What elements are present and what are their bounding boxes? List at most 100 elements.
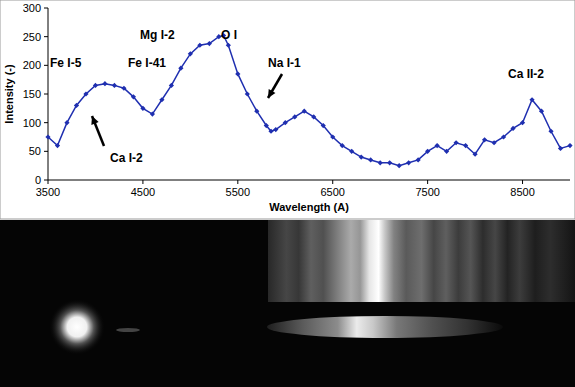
data-point [340, 143, 345, 148]
annotation: Fe I-41 [128, 56, 166, 70]
figure: 0 50 100 150 200 250 300 3500 4500 5500 6500 7500 85… [0, 0, 575, 387]
data-point [368, 157, 373, 162]
data-point [548, 129, 553, 134]
y-tick-label: 150 [23, 88, 41, 100]
annotation: Ca II-2 [508, 67, 544, 81]
x-axis [48, 180, 570, 181]
data-point [406, 160, 411, 165]
data-point [131, 94, 136, 99]
data-point [435, 143, 440, 148]
data-point [55, 143, 60, 148]
data-point [264, 123, 269, 128]
spectrum-streak [267, 316, 503, 338]
x-tick [522, 180, 523, 184]
data-point [159, 97, 164, 102]
y-tick-label: 100 [23, 117, 41, 129]
data-point [150, 111, 155, 116]
data-point [501, 134, 506, 139]
data-point [83, 91, 88, 96]
y-tick [44, 180, 48, 181]
y-tick-label: 250 [23, 31, 41, 43]
bright-spot [49, 299, 105, 355]
data-point [397, 163, 402, 168]
data-point [349, 149, 354, 154]
y-axis-title: Intensity (-) [3, 64, 15, 124]
y-tick [44, 151, 48, 152]
annotation: O I [221, 28, 237, 42]
y-tick [44, 65, 48, 66]
data-point [273, 127, 278, 132]
data-point [520, 120, 525, 125]
x-tick-label: 4500 [131, 186, 155, 198]
annotation: Ca I-2 [110, 151, 143, 165]
data-point [254, 109, 259, 114]
x-tick [332, 180, 333, 184]
annotation-arrowhead [91, 116, 98, 125]
data-point [425, 149, 430, 154]
chart-background [0, 0, 575, 219]
data-point [472, 152, 477, 157]
data-point [45, 134, 50, 139]
data-point [491, 140, 496, 145]
data-point [302, 109, 307, 114]
y-tick-label: 200 [23, 59, 41, 71]
spectrum-line [48, 36, 570, 166]
y-tick-label: 300 [23, 2, 41, 14]
y-tick-label: 50 [29, 145, 41, 157]
data-point [102, 81, 107, 86]
x-tick-label: 8500 [510, 186, 534, 198]
data-point [197, 43, 202, 48]
x-tick-label: 3500 [36, 186, 60, 198]
data-point [188, 51, 193, 56]
annotation: Na I-1 [268, 56, 301, 70]
data-point [121, 86, 126, 91]
data-point [207, 41, 212, 46]
x-tick [48, 180, 49, 184]
data-point [74, 103, 79, 108]
data-point [359, 154, 364, 159]
data-point [112, 83, 117, 88]
x-tick-label: 7500 [415, 186, 439, 198]
spectrum-strip [268, 220, 575, 302]
data-point [378, 160, 383, 165]
plot-data [45, 33, 572, 168]
x-tick-label: 6500 [320, 186, 344, 198]
data-point [444, 149, 449, 154]
data-point [140, 106, 145, 111]
faint-trail [116, 328, 140, 332]
data-point [558, 146, 563, 151]
data-point [463, 143, 468, 148]
data-point [64, 120, 69, 125]
data-point [226, 43, 231, 48]
data-point [93, 83, 98, 88]
data-point [178, 66, 183, 71]
y-tick-label: 0 [35, 174, 41, 186]
photo-background [0, 220, 575, 387]
annotation-arrowhead [268, 89, 275, 98]
x-tick-label: 5500 [226, 186, 250, 198]
data-point [330, 134, 335, 139]
data-point [292, 114, 297, 119]
annotation-arrow [92, 116, 104, 146]
data-point [245, 91, 250, 96]
data-point [235, 71, 240, 76]
data-point [567, 143, 572, 148]
annotation-arrow [268, 74, 282, 98]
data-point [454, 140, 459, 145]
data-point [482, 137, 487, 142]
data-point [510, 126, 515, 131]
data-point [169, 83, 174, 88]
y-tick [44, 8, 48, 9]
y-tick [44, 94, 48, 95]
data-point [539, 109, 544, 114]
data-point [283, 120, 288, 125]
x-tick [142, 180, 143, 184]
x-tick [237, 180, 238, 184]
data-point [268, 129, 273, 134]
data-point [416, 157, 421, 162]
data-point [321, 123, 326, 128]
annotation: Mg I-2 [140, 28, 175, 42]
x-tick [427, 180, 428, 184]
data-point [311, 114, 316, 119]
x-axis-title: Wavelength (A) [269, 201, 349, 213]
